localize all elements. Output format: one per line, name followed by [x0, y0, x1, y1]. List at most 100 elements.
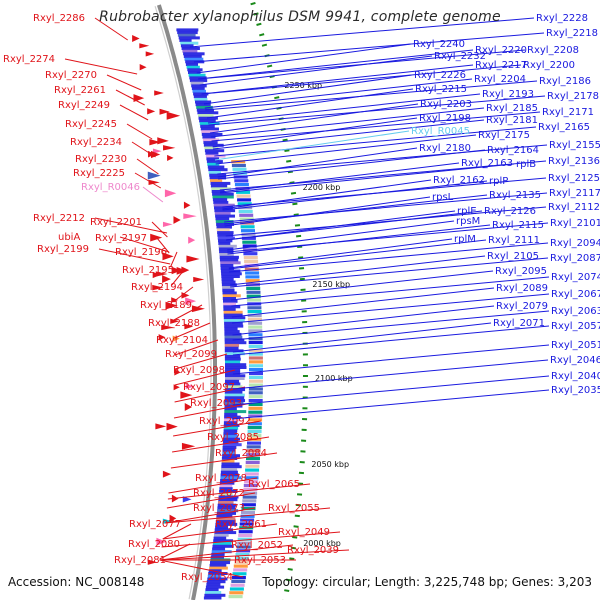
gene-feature-band — [230, 583, 245, 587]
reverse-gene-block — [215, 214, 236, 218]
right-gene-label: Rxyl_2040 — [551, 371, 600, 382]
left-leader-line — [173, 402, 253, 419]
right-leader-line — [232, 322, 492, 353]
reverse-gene-block — [221, 468, 238, 471]
left-leader-line — [151, 221, 168, 238]
reverse-gene-block — [213, 201, 229, 204]
forward-gene-arrow — [163, 145, 176, 151]
forward-gene-arrow — [171, 266, 182, 275]
reverse-gene-block — [191, 87, 205, 91]
reverse-gene-block — [200, 127, 219, 131]
left-gene-label: Rxyl_2225 — [73, 168, 125, 179]
reverse-gene-block — [205, 151, 219, 155]
reverse-gene-block — [199, 122, 220, 126]
right-gene-label: Rxyl_2226 — [414, 70, 466, 81]
gene-feature-band — [244, 476, 259, 480]
gene-feature-band — [243, 256, 258, 260]
gene-feature-band — [228, 595, 243, 599]
forward-gene-arrow — [173, 216, 181, 224]
right-gene-label: Rxyl_2087 — [550, 253, 600, 264]
right-leader-line — [206, 88, 414, 119]
coordinate-label: 2050 kbp — [311, 460, 349, 469]
left-gene-label: Rxyl_2098 — [173, 365, 225, 376]
right-gene-label: Rxyl_2218 — [546, 28, 598, 39]
reverse-gene-block — [217, 509, 239, 513]
gene-feature-band — [246, 453, 261, 457]
reverse-gene-block — [222, 286, 235, 289]
minor-tick — [289, 181, 295, 184]
right-gene-label: rplE — [457, 206, 477, 217]
forward-gene-arrow — [174, 369, 181, 376]
gene-feature-band — [244, 259, 259, 263]
reverse-gene-block — [204, 591, 222, 594]
left-leader-line — [136, 158, 159, 175]
right-gene-label: Rxyl_2208 — [527, 45, 579, 56]
gene-feature-band — [248, 344, 263, 348]
reverse-gene-block — [205, 585, 225, 589]
forward-gene-arrow — [173, 384, 180, 391]
reverse-gene-block — [223, 426, 239, 430]
gene-feature-band — [246, 294, 261, 298]
forward-gene-arrow — [162, 221, 173, 227]
gene-feature-band — [248, 395, 263, 399]
reverse-gene-block — [216, 228, 230, 232]
reverse-gene-block — [222, 446, 237, 449]
coordinate-label: 2150 kbp — [312, 280, 350, 289]
gene-feature-band — [241, 236, 256, 240]
minor-tick — [287, 567, 293, 571]
reverse-gene-block — [224, 399, 246, 403]
gene-feature-band — [247, 433, 262, 437]
minor-tick — [266, 64, 273, 68]
gene-feature-band — [237, 537, 252, 541]
forward-gene-arrow — [184, 402, 193, 411]
reverse-gene-block — [189, 76, 207, 80]
forward-gene-arrow — [188, 236, 196, 244]
reverse-gene-block — [216, 225, 232, 229]
gene-feature-band — [237, 198, 252, 202]
forward-gene-arrow — [132, 34, 140, 42]
forward-gene-arrow — [172, 335, 180, 342]
gene-feature-band — [240, 225, 255, 229]
reverse-gene-block — [209, 566, 228, 570]
left-leader-line — [131, 141, 156, 158]
left-leader-line — [173, 304, 203, 321]
reverse-gene-block — [217, 506, 236, 510]
right-leader-line — [224, 192, 548, 223]
reverse-gene-block — [201, 132, 223, 136]
right-leader-line — [232, 359, 549, 390]
forward-gene-arrow — [150, 150, 161, 159]
minor-tick — [293, 213, 299, 216]
left-leader-line — [174, 353, 228, 370]
forward-gene-arrow — [183, 201, 191, 209]
gene-feature-band — [247, 441, 261, 445]
left-gene-label: Rxyl_2189 — [140, 300, 192, 311]
right-gene-label: Rxyl_2057 — [551, 321, 600, 332]
gene-feature-band — [235, 553, 250, 557]
reverse-gene-block — [185, 63, 199, 66]
right-leader-line — [212, 117, 418, 148]
right-gene-label: Rxyl_2067 — [551, 289, 600, 300]
right-leader-line — [225, 206, 547, 237]
forward-gene-arrow — [156, 537, 167, 546]
gene-feature-band — [247, 317, 262, 321]
reverse-gene-block — [225, 363, 247, 367]
left-leader-line — [170, 452, 278, 469]
right-gene-label: Rxyl_2193 — [482, 89, 534, 100]
left-gene-label: Rxyl_2085 — [207, 432, 259, 443]
right-gene-label: Rxyl_2186 — [539, 76, 591, 87]
right-leader-line — [212, 119, 485, 150]
right-leader-line — [209, 103, 419, 134]
right-gene-label: Rxyl_2101 — [550, 218, 600, 229]
left-leader-line — [159, 543, 191, 560]
gene-feature-band — [248, 402, 263, 406]
reverse-gene-block — [200, 124, 215, 128]
minor-tick — [296, 234, 302, 238]
left-leader-line — [164, 507, 331, 524]
gene-feature-band — [246, 286, 261, 290]
right-leader-line — [193, 32, 545, 63]
reverse-gene-block — [224, 385, 243, 389]
minor-tick — [295, 503, 302, 507]
gene-feature-band — [249, 379, 263, 383]
reverse-gene-block — [214, 533, 229, 537]
